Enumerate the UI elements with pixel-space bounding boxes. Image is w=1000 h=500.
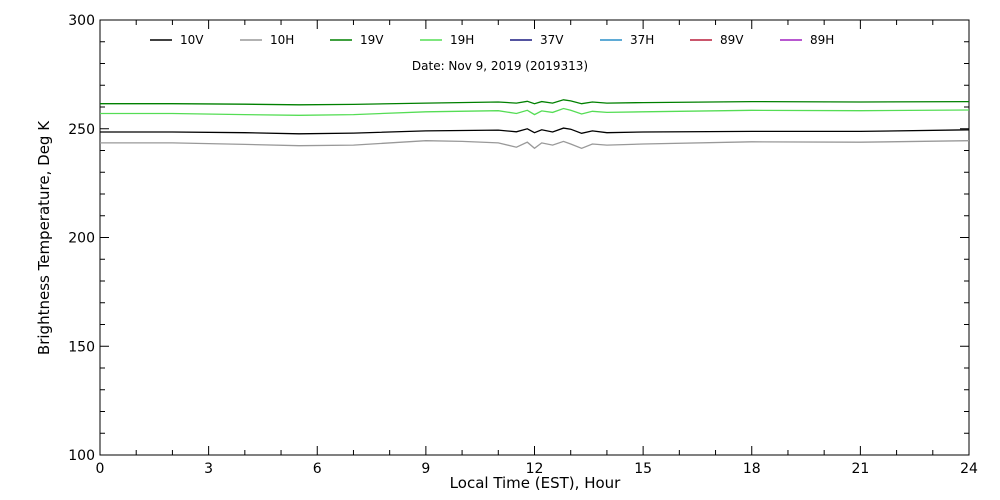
legend-label-89v: 89V bbox=[720, 33, 744, 47]
y-tick-label: 300 bbox=[68, 13, 95, 29]
x-tick-label: 12 bbox=[526, 461, 544, 477]
y-tick-label: 100 bbox=[68, 448, 95, 464]
legend: 10V 10H 19V 19H 37V 37H 89V 89H bbox=[150, 33, 834, 47]
plot-frame bbox=[99, 19, 970, 456]
x-axis-title: Local Time (EST), Hour bbox=[450, 474, 621, 492]
x-tick-label: 9 bbox=[421, 461, 430, 477]
y-tick-label: 200 bbox=[68, 231, 95, 247]
date-label: Date: Nov 9, 2019 (2019313) bbox=[412, 59, 588, 73]
x-tick-label: 21 bbox=[851, 461, 869, 477]
series-line-10v bbox=[100, 127, 970, 135]
legend-label-37v: 37V bbox=[540, 33, 564, 47]
legend-label-19h: 19H bbox=[450, 33, 474, 47]
legend-label-10v: 10V bbox=[180, 33, 204, 47]
legend-label-19v: 19V bbox=[360, 33, 384, 47]
y-tick-label: 150 bbox=[68, 339, 95, 355]
x-tick-label: 15 bbox=[634, 461, 652, 477]
legend-label-89h: 89H bbox=[810, 33, 834, 47]
x-tick-label: 24 bbox=[960, 461, 978, 477]
legend-label-10h: 10H bbox=[270, 33, 294, 47]
x-tick-label: 18 bbox=[743, 461, 761, 477]
x-tick-label: 0 bbox=[96, 461, 105, 477]
y-tick-label: 250 bbox=[68, 122, 95, 138]
series-line-19v bbox=[100, 99, 970, 106]
axis-ticks bbox=[99, 19, 970, 456]
series-line-19h bbox=[100, 107, 970, 116]
legend-label-37h: 37H bbox=[630, 33, 654, 47]
x-tick-label: 6 bbox=[313, 461, 322, 477]
series-lines bbox=[100, 99, 970, 150]
y-axis-title: Brightness Temperature, Deg K bbox=[35, 120, 53, 355]
x-tick-label: 3 bbox=[204, 461, 213, 477]
series-line-10h bbox=[100, 140, 970, 150]
axis-tick-labels: 0 3 6 9 12 15 18 21 24 100 150 200 250 300 bbox=[68, 13, 978, 477]
